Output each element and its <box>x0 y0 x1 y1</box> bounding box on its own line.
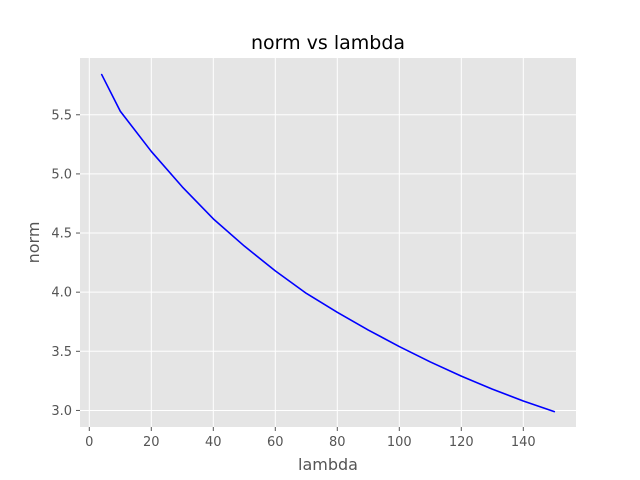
x-tick-label: 120 <box>449 435 474 450</box>
y-axis-label: norm <box>24 222 43 264</box>
x-tick-label: 40 <box>205 435 222 450</box>
y-tick-label: 3.5 <box>51 345 72 360</box>
y-tick-label: 5.5 <box>51 108 72 123</box>
x-axis-label: lambda <box>298 455 358 474</box>
y-ticks: 3.0 3.5 4.0 4.5 5.0 5.5 <box>51 108 80 419</box>
y-tick-label: 4.5 <box>51 227 72 242</box>
series-layer <box>100 73 556 413</box>
grid <box>80 58 576 427</box>
x-ticks: 0 20 40 60 80 100 120 140 <box>85 427 536 450</box>
y-tick-label: 3.0 <box>51 404 72 419</box>
chart-title: norm vs lambda <box>251 32 405 54</box>
x-tick-label: 20 <box>143 435 160 450</box>
series-line <box>100 73 556 413</box>
x-tick-label: 60 <box>267 435 284 450</box>
x-tick-label: 140 <box>511 435 536 450</box>
x-tick-label: 100 <box>387 435 412 450</box>
x-tick-label: 80 <box>329 435 346 450</box>
y-tick-label: 4.0 <box>51 286 72 301</box>
y-tick-label: 5.0 <box>51 167 72 182</box>
plot-area <box>80 58 576 427</box>
x-tick-label: 0 <box>85 435 93 450</box>
